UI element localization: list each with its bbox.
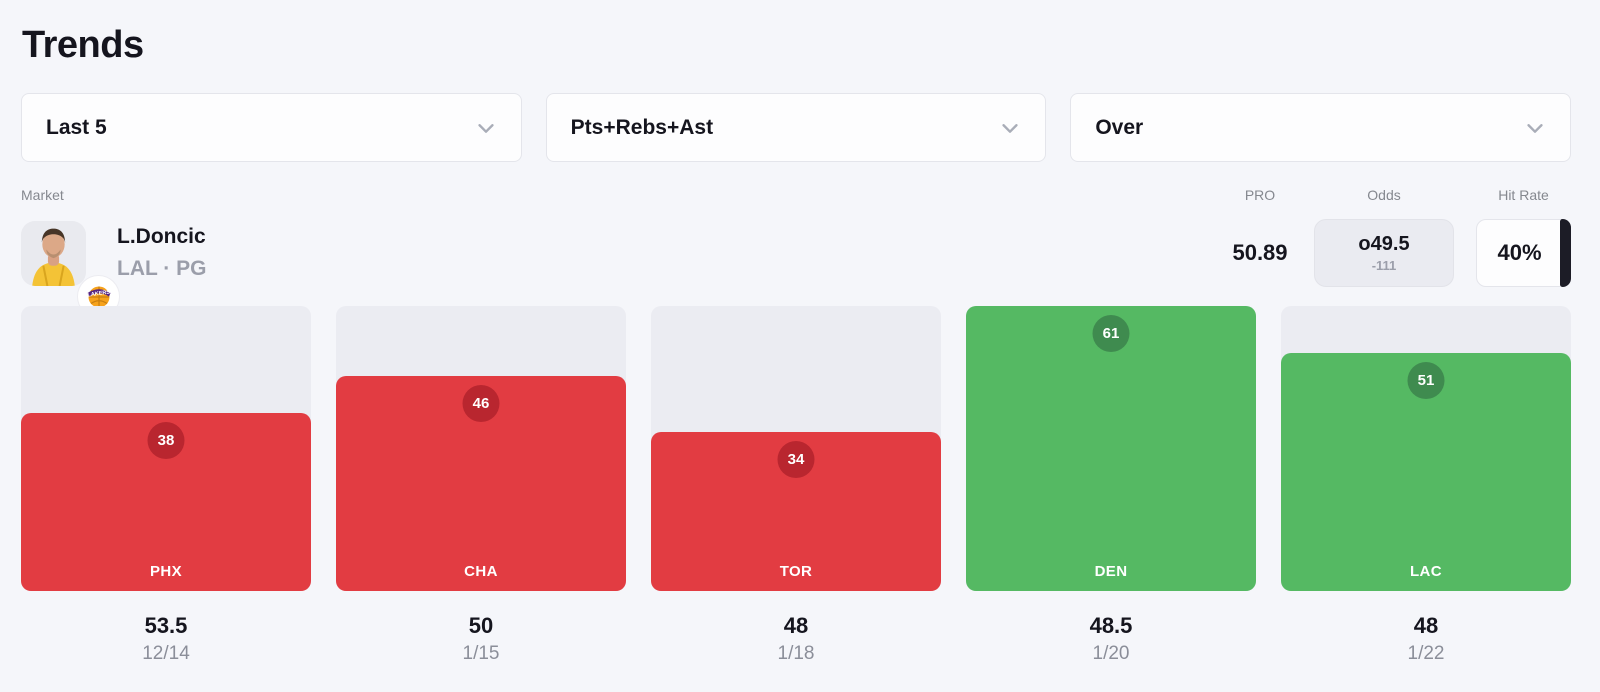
game-column: 51 LAC 48 1/22 — [1281, 306, 1571, 665]
line-value: 48.5 — [1089, 613, 1133, 638]
dropdown-timeframe-value: Last 5 — [46, 115, 107, 139]
game-date: 1/20 — [1092, 643, 1130, 664]
opponent-label: CHA — [464, 563, 498, 580]
player-avatar: LAKERS — [21, 220, 120, 318]
game-bar: 38 PHX — [21, 413, 311, 591]
opponent-label: DEN — [1094, 563, 1128, 580]
player-team-position: LAL · PG — [117, 257, 207, 280]
opponent-label: LAC — [1409, 563, 1443, 580]
stat-value-badge: 46 — [462, 385, 500, 423]
bar-chart: 38 PHX 53.5 12/14 46 CHA 50 1/15 34 — [21, 306, 1571, 665]
game-bar: 61 DEN — [966, 306, 1256, 591]
line-value: 48 — [783, 613, 809, 638]
player-meta: L.Doncic LAL · PG — [117, 225, 206, 281]
hit-rate-indicator-bar — [1560, 219, 1571, 287]
dropdown-over-under[interactable]: Over — [1070, 93, 1572, 162]
odds-column-label: Odds — [1367, 187, 1401, 203]
game-date: 12/14 — [142, 643, 190, 664]
bar-track: 34 TOR — [651, 306, 941, 591]
stat-value-badge: 51 — [1407, 361, 1445, 399]
team-logo-lakers: LAKERS — [77, 274, 120, 318]
table-header: Market PRO Odds Hit Rate — [21, 187, 1571, 203]
dropdown-stat-market-value: Pts+Rebs+Ast — [570, 115, 714, 139]
opponent-label: PHX — [149, 563, 183, 580]
pro-column-label: PRO — [1244, 187, 1276, 203]
line-value: 53.5 — [144, 613, 188, 638]
line-value: 48 — [1413, 613, 1439, 638]
game-date: 1/22 — [1407, 643, 1445, 664]
player-name: L.Doncic — [117, 225, 206, 248]
market-column-label: Market — [21, 187, 64, 203]
player-photo — [21, 220, 86, 286]
game-column: 38 PHX 53.5 12/14 — [21, 306, 311, 665]
player-row-values: 50.89 o49.5 -111 40% — [1228, 219, 1571, 287]
hit-rate-value: 40% — [1497, 240, 1542, 265]
chevron-down-icon — [1002, 123, 1018, 133]
filters-row: Last 5 Pts+Rebs+Ast Over — [21, 93, 1572, 162]
stat-value-badge: 34 — [777, 441, 815, 479]
chevron-down-icon — [478, 123, 494, 133]
dropdown-stat-market[interactable]: Pts+Rebs+Ast — [545, 93, 1047, 162]
opponent-label: TOR — [779, 563, 813, 580]
line-value: 50 — [468, 613, 494, 638]
game-bar: 34 TOR — [651, 432, 941, 591]
trends-panel: Trends Last 5 Pts+Rebs+Ast Over Market P… — [21, 24, 1572, 665]
hit-rate-box: 40% — [1476, 219, 1571, 287]
game-column: 61 DEN 48.5 1/20 — [966, 306, 1256, 665]
game-date: 1/18 — [777, 643, 815, 664]
dropdown-over-under-value: Over — [1095, 115, 1144, 139]
bar-track: 51 LAC — [1281, 306, 1571, 591]
player-row[interactable]: LAKERS L.Doncic LAL · PG 50.89 o49.5 -11… — [21, 219, 1571, 318]
game-date: 1/15 — [462, 643, 500, 664]
table-header-right: PRO Odds Hit Rate — [1228, 187, 1571, 203]
bar-track: 38 PHX — [21, 306, 311, 591]
odds-button[interactable]: o49.5 -111 — [1314, 219, 1454, 287]
odds-line-value: o49.5 — [1358, 233, 1410, 255]
pro-value: 50.89 — [1232, 240, 1288, 265]
hit-rate-column-label: Hit Rate — [1498, 187, 1549, 203]
bar-track: 46 CHA — [336, 306, 626, 591]
bar-track: 61 DEN — [966, 306, 1256, 591]
chevron-down-icon — [1527, 123, 1543, 133]
game-bar: 46 CHA — [336, 376, 626, 591]
stat-value-badge: 38 — [147, 422, 185, 460]
svg-text:LAKERS: LAKERS — [87, 289, 111, 298]
game-bar: 51 LAC — [1281, 352, 1571, 591]
stat-value-badge: 61 — [1092, 315, 1130, 352]
page-title: Trends — [22, 24, 144, 66]
game-column: 46 CHA 50 1/15 — [336, 306, 626, 665]
odds-price-value: -111 — [1371, 258, 1397, 273]
game-column: 34 TOR 48 1/18 — [651, 306, 941, 665]
dropdown-timeframe[interactable]: Last 5 — [21, 93, 522, 162]
